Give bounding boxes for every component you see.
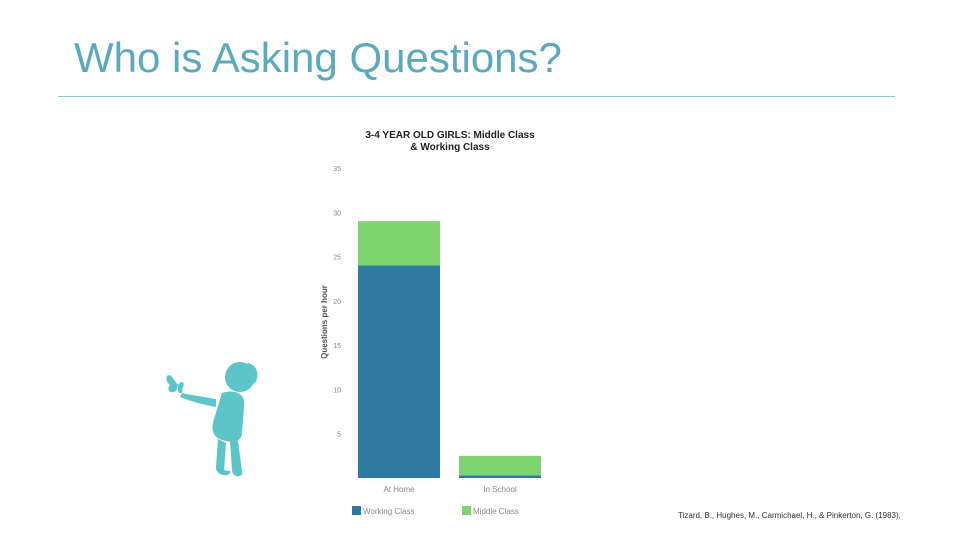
x-tick-label: In School	[483, 485, 517, 494]
y-tick-label: 30	[333, 210, 341, 217]
bar-working-class-in-school	[459, 475, 541, 478]
y-ticks: 5 10 15 20 25 30 35	[333, 166, 341, 439]
y-tick-label: 15	[333, 343, 341, 350]
citation: Tizard, B., Hughes, M., Carmichael, H., …	[678, 511, 901, 520]
legend-label: Working Class	[363, 507, 414, 516]
child-with-butterfly-icon	[160, 355, 260, 485]
bar-middle-class-in-school	[459, 455, 541, 476]
title-divider	[58, 96, 895, 97]
chart-title-line-1: 3-4 YEAR OLD GIRLS: Middle Class	[365, 130, 535, 141]
chart-title-line-2: & Working Class	[410, 142, 490, 153]
x-tick-label: At Home	[383, 485, 415, 494]
y-axis-label: Questions per hour	[320, 285, 329, 359]
legend-swatch	[352, 506, 361, 515]
y-tick-label: 10	[333, 387, 341, 394]
y-axis-label-group: Questions per hour	[320, 285, 329, 359]
legend: Working Class Middle Class	[352, 506, 519, 516]
y-tick-label: 35	[333, 166, 341, 173]
legend-swatch	[462, 506, 471, 515]
bar-working-class-at-home	[358, 265, 440, 478]
x-ticks: At Home In School	[383, 485, 516, 494]
y-tick-label: 5	[337, 432, 341, 439]
chart-title: 3-4 YEAR OLD GIRLS: Middle Class & Worki…	[330, 130, 570, 154]
legend-label: Middle Class	[473, 507, 519, 516]
bars	[358, 221, 541, 478]
y-tick-label: 20	[333, 299, 341, 306]
y-tick-label: 25	[333, 255, 341, 262]
bar-middle-class-at-home	[358, 221, 440, 266]
slide-title: Who is Asking Questions?	[74, 34, 562, 81]
